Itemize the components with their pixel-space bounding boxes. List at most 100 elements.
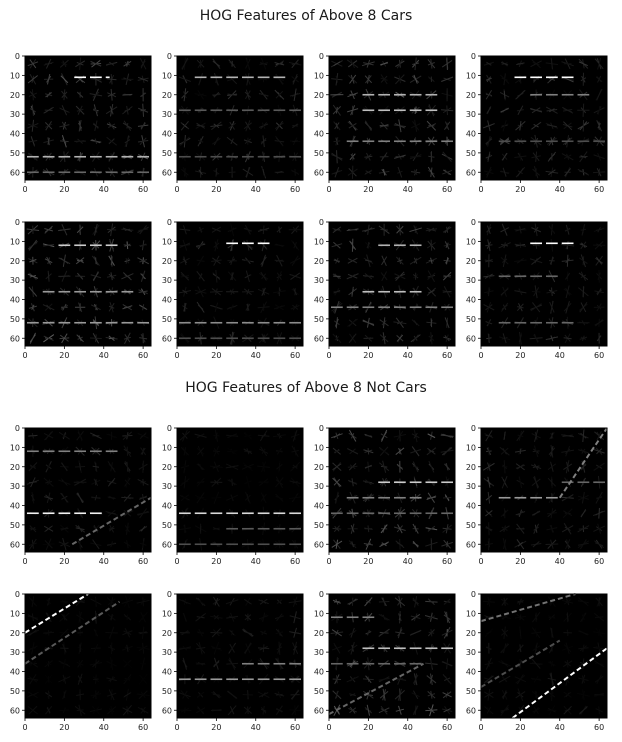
hog-cell-gradient [582,286,585,298]
x-tick-label: 0 [22,723,27,732]
y-tick-label: 30 [466,276,476,285]
hog-cell-gradient [349,631,356,635]
hog-cell-gradient [547,463,557,471]
x-tick-label: 0 [174,723,179,732]
hog-cell-gradient [486,61,492,66]
hog-cell-gradient [110,659,113,668]
hog-cell-gradient [380,524,388,534]
hog-cell-gradient [30,335,35,341]
hog-cell-gradient [499,74,510,84]
hog-cell-gradient [94,495,98,501]
x-tick-label: 0 [478,723,483,732]
hog-cell-gradient [361,61,375,67]
y-tick-label: 50 [10,149,20,158]
hog-cell-gradient [229,706,235,715]
hog-cell-gradient [230,223,235,237]
x-tick-label: 40 [555,351,565,360]
hog-cell-gradient [502,152,508,161]
hog-cell-gradient [598,168,601,176]
hog-cell-gradient [561,525,574,533]
y-tick-label: 40 [466,130,476,139]
hog-cell-gradient [396,334,404,342]
y-tick-label: 30 [10,648,20,657]
hog-cell-gradient [28,645,38,651]
y-tick-label: 60 [314,540,324,549]
hog-cell-gradient [564,168,571,177]
hog-cell-gradient [485,259,493,263]
hog-cell-gradient [503,508,506,519]
hog-cell-gradient [380,613,388,621]
hog-cell-gradient [380,705,388,715]
hog-cell-gradient [427,433,436,439]
hog-cell-gradient [581,448,586,454]
hog-cell-gradient [533,333,539,343]
hog-cell-gradient [245,167,251,178]
hog-cell-gradient [518,660,523,668]
hog-cell-gradient [430,239,433,251]
x-tick-label: 60 [594,351,604,360]
y-tick-label: 50 [314,315,324,324]
hog-cell-gradient [196,691,205,698]
hog-cell-gradient [549,524,555,533]
hog-cell-gradient [138,673,148,685]
hog-image [329,56,455,180]
hog-cell-gradient [226,450,238,453]
hog-cell-gradient [487,596,491,607]
hog-cell-gradient [275,477,284,488]
y-tick-label: 40 [314,130,324,139]
hog-cell-gradient [562,660,573,668]
axes-frame [328,593,456,719]
hog-cell-gradient [77,525,83,533]
hog-cell-gradient [482,123,495,129]
axes-frame [328,221,456,347]
hog-cell-gradient [178,76,191,82]
hog-cell-gradient [108,479,115,485]
hog-cell-gradient [581,675,585,684]
hog-cell-gradient [427,166,435,178]
hog-cell-gradient [212,60,221,67]
hog-cell-gradient [90,693,102,697]
hog-cell-gradient [351,432,355,439]
hog-cell-gradient [397,464,403,469]
y-tick-label: 0 [167,218,172,227]
hog-cell-gradient [245,120,251,132]
hog-cell-gradient [275,631,284,635]
hog-cell-gradient [393,433,407,438]
hog-cell-gradient [333,449,340,453]
hog-cell-gradient [502,167,507,177]
hog-cell-gradient [214,615,219,620]
x-tick-label: 60 [442,351,452,360]
y-tick-label: 10 [162,443,172,452]
hog-cell-gradient [335,106,338,114]
x-tick-label: 40 [99,185,109,194]
hog-cell-gradient [349,677,356,682]
hog-cell-gradient [548,615,556,620]
hog-cell-gradient [257,434,270,437]
hog-cell-gradient [124,460,131,473]
hog-cell-gradient [76,258,85,264]
hog-cell-gradient [76,661,84,666]
hog-cell-gradient [274,304,284,311]
hog-cell-gradient [63,691,66,699]
y-tick-label: 60 [10,334,20,343]
hog-cell-gradient [27,61,39,67]
hog-cell-gradient [530,464,542,470]
hog-cell-gradient [566,153,570,160]
hog-cell-gradient [179,242,191,248]
hog-cell-gradient [195,646,206,650]
y-tick-label: 10 [314,71,324,80]
hog-cell-gradient [229,645,235,652]
y-tick-label: 40 [162,130,172,139]
hog-cell-gradient [486,107,492,114]
hog-cell-gradient [331,243,343,248]
hog-cell-gradient [197,139,204,143]
hog-cell-gradient [381,542,387,547]
hog-cell-gradient [243,706,253,714]
hog-cell-gradient [533,675,539,683]
hog-cell-gradient [425,228,438,232]
hog-cell-gradient [379,462,390,472]
